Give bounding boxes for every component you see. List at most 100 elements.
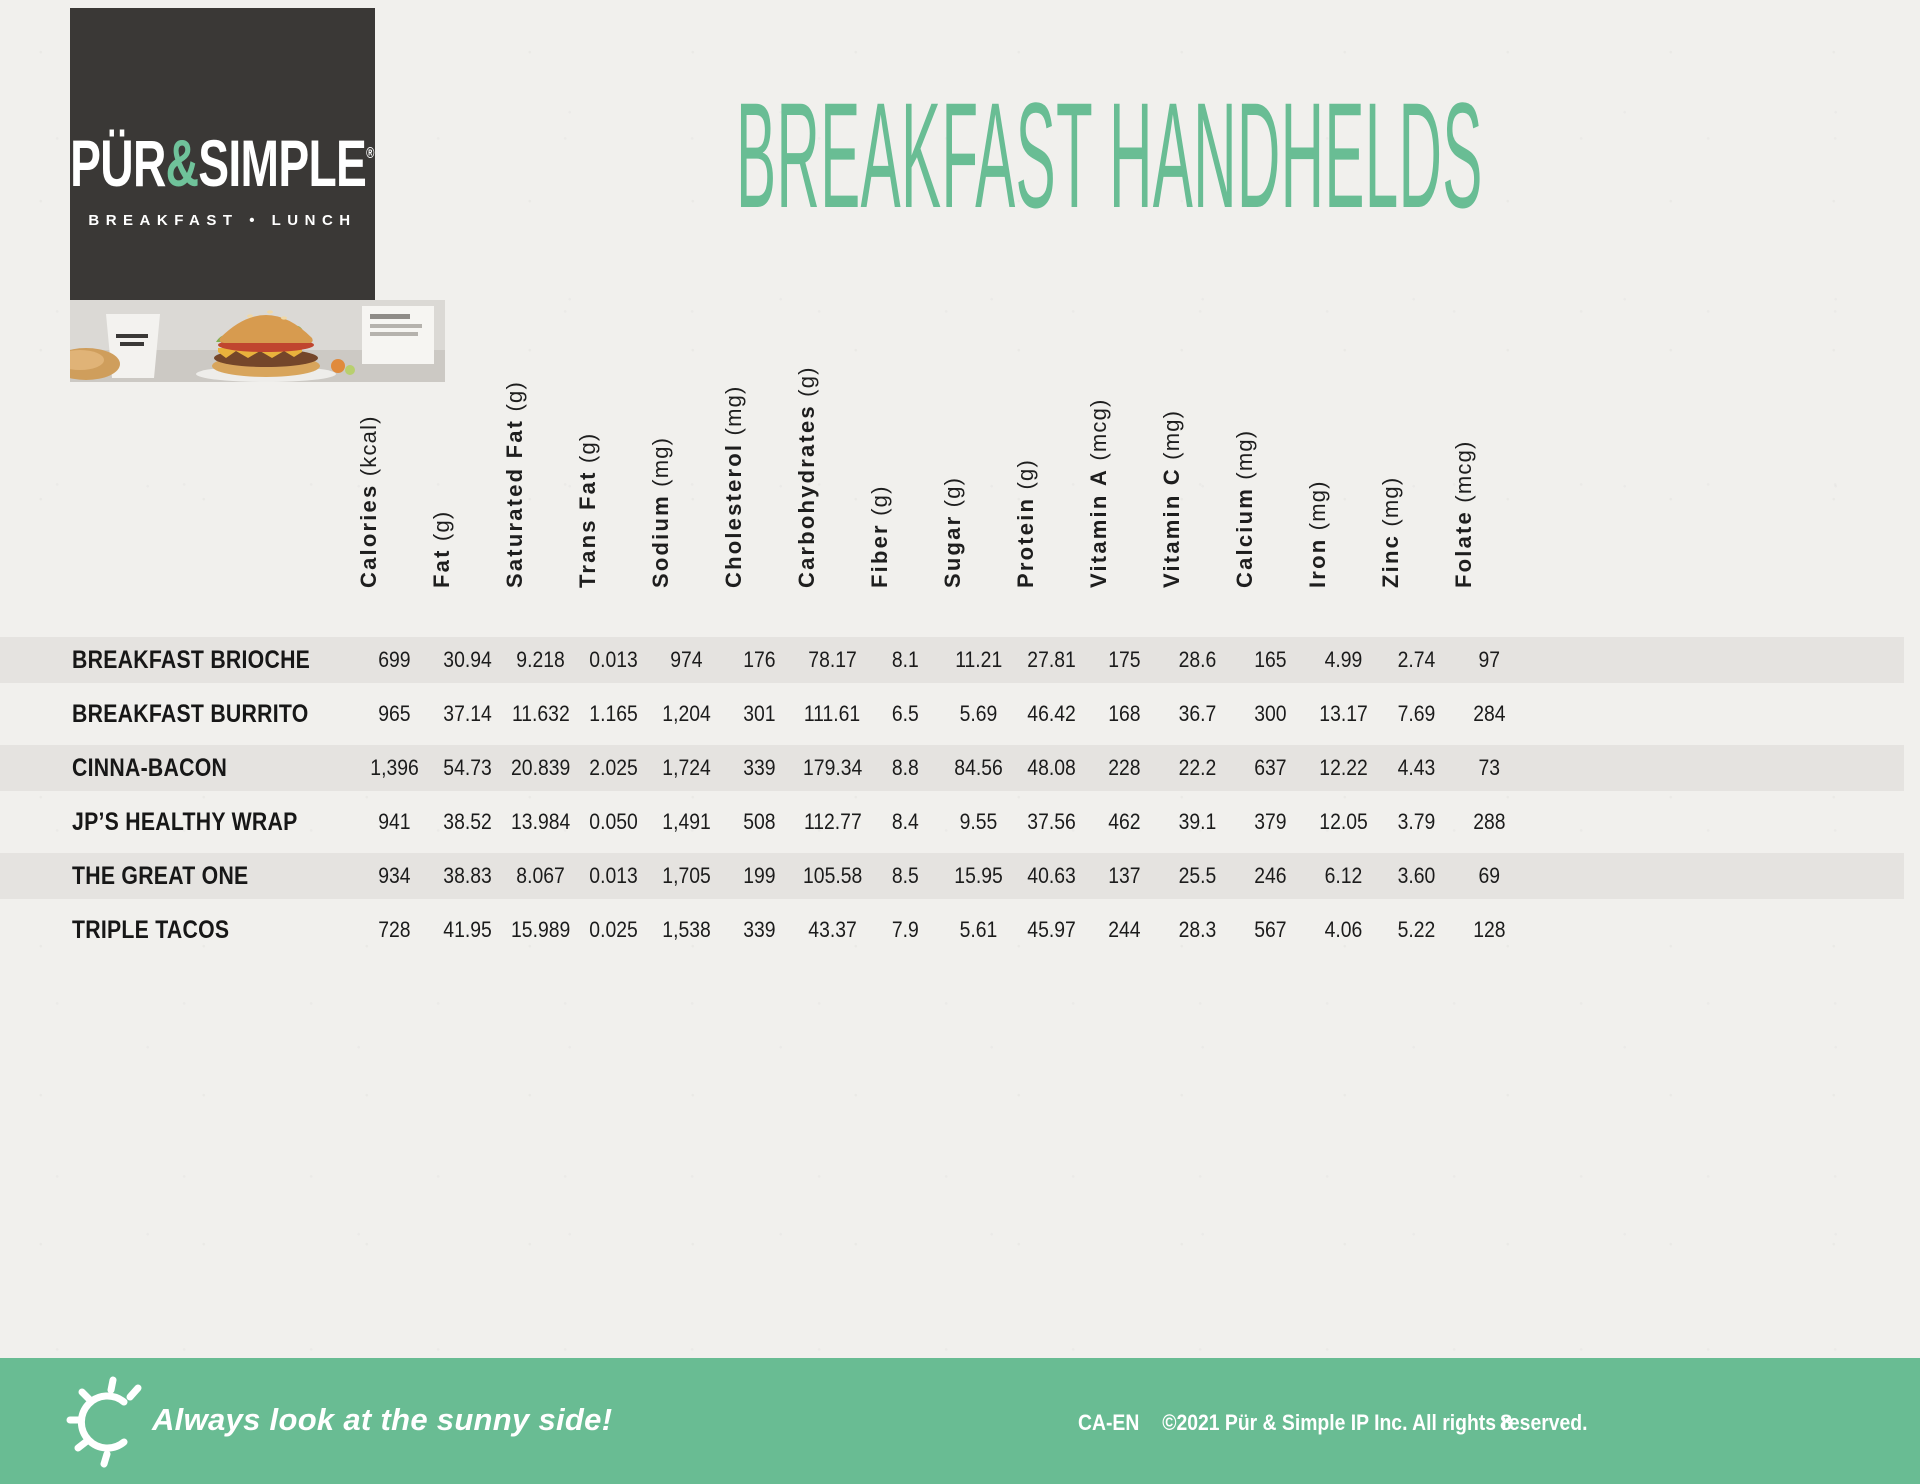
table-cell: 8.8 <box>892 755 919 780</box>
table-cell: 974 <box>670 647 703 672</box>
table-cell: 12.05 <box>1319 809 1368 834</box>
column-header-fiber: Fiber (g) <box>866 485 892 588</box>
table-cell: 97 <box>1478 647 1501 672</box>
table-cell: 84.56 <box>954 755 1003 780</box>
table-cell: 379 <box>1254 809 1287 834</box>
table-cell: 0.050 <box>589 809 638 834</box>
column-header-cholesterol: Cholesterol (mg) <box>720 385 746 588</box>
table-cell: 137 <box>1108 863 1141 888</box>
table-cell: 0.013 <box>589 647 638 672</box>
table-cell: 37.14 <box>443 701 492 726</box>
table-cell: 288 <box>1473 809 1506 834</box>
column-header-vitamin-a: Vitamin A (mcg) <box>1085 398 1111 588</box>
table-cell: 8.4 <box>892 809 919 834</box>
column-header-zinc: Zinc (mg) <box>1377 476 1403 588</box>
row-label: BREAKFAST BRIOCHE <box>72 645 311 674</box>
table-cell: 9.218 <box>516 647 565 672</box>
column-header-carbohydrates: Carbohydrates (g) <box>793 366 819 588</box>
row-label: TRIPLE TACOS <box>72 915 230 944</box>
sun-icon <box>66 1376 142 1468</box>
table-cell: 73 <box>1478 755 1501 780</box>
table-cell: 567 <box>1254 917 1287 942</box>
column-header-folate: Folate (mcg) <box>1450 440 1476 588</box>
table-cell: 41.95 <box>443 917 492 942</box>
table-cell: 339 <box>743 917 776 942</box>
table-cell: 22.2 <box>1178 755 1217 780</box>
table-cell: 1,538 <box>662 917 711 942</box>
table-row: BREAKFAST BURRITO 965 37.14 11.632 1.165 1,20… <box>0 691 1904 737</box>
column-header-trans-fat: Trans Fat (g) <box>574 432 600 588</box>
table-cell: 28.3 <box>1178 917 1217 942</box>
table-cell: 0.025 <box>589 917 638 942</box>
column-header-sugar: Sugar (g) <box>939 476 965 588</box>
table-cell: 13.17 <box>1319 701 1368 726</box>
column-header-iron: Iron (mg) <box>1304 480 1330 588</box>
brand-ampersand: & <box>165 126 199 200</box>
brand-name: PÜR&SIMPLE® <box>70 130 374 196</box>
column-header-calories: Calories (kcal) <box>355 415 381 588</box>
table-cell: 3.60 <box>1397 863 1436 888</box>
table-row: THE GREAT ONE 934 38.83 8.067 0.013 1,705 199 1… <box>0 853 1904 899</box>
row-label: CINNA-BACON <box>72 753 228 782</box>
table-cell: 6.5 <box>892 701 919 726</box>
table-cell: 228 <box>1108 755 1141 780</box>
table-cell: 5.61 <box>959 917 998 942</box>
table-cell: 40.63 <box>1027 863 1076 888</box>
table-cell: 105.58 <box>802 863 863 888</box>
table-cell: 284 <box>1473 701 1506 726</box>
table-cell: 637 <box>1254 755 1287 780</box>
table-row: BREAKFAST BRIOCHE 699 30.94 9.218 0.013 974 17… <box>0 637 1904 683</box>
table-cell: 38.83 <box>443 863 492 888</box>
table-cell: 54.73 <box>443 755 492 780</box>
column-header-calcium: Calcium (mg) <box>1231 429 1257 588</box>
table-cell: 8.067 <box>516 863 565 888</box>
table-cell: 43.37 <box>808 917 857 942</box>
table-cell: 965 <box>378 701 411 726</box>
table-cell: 112.77 <box>803 809 862 834</box>
footer-meta: CA-EN ©2021 Pür & Simple IP Inc. All rig… <box>1078 1410 1587 1436</box>
table-cell: 20.839 <box>510 755 571 780</box>
table-row: TRIPLE TACOS 728 41.95 15.989 0.025 1,538 339 4… <box>0 907 1904 953</box>
table-cell: 301 <box>743 701 776 726</box>
column-header-fat: Fat (g) <box>428 510 454 588</box>
table-cell: 13.984 <box>510 809 571 834</box>
table-cell: 15.989 <box>510 917 571 942</box>
product-photo <box>70 300 445 382</box>
table-cell: 5.22 <box>1397 917 1436 942</box>
table-cell: 6.12 <box>1324 863 1363 888</box>
table-cell: 1,705 <box>662 863 711 888</box>
brand-logo: PÜR&SIMPLE® BREAKFAST • LUNCH <box>70 8 375 300</box>
table-cell: 934 <box>378 863 411 888</box>
table-cell: 38.52 <box>443 809 492 834</box>
table-cell: 11.632 <box>511 701 570 726</box>
row-label: THE GREAT ONE <box>72 861 249 890</box>
column-header-vitamin-c: Vitamin C (mg) <box>1158 409 1184 588</box>
table-cell: 300 <box>1254 701 1287 726</box>
table-cell: 69 <box>1478 863 1501 888</box>
table-cell: 5.69 <box>959 701 998 726</box>
table-cell: 4.99 <box>1324 647 1363 672</box>
table-cell: 462 <box>1108 809 1141 834</box>
table-cell: 30.94 <box>443 647 492 672</box>
table-cell: 46.42 <box>1027 701 1076 726</box>
table-cell: 508 <box>743 809 776 834</box>
table-cell: 199 <box>743 863 776 888</box>
table-cell: 0.013 <box>589 863 638 888</box>
table-cell: 941 <box>378 809 411 834</box>
table-cell: 11.21 <box>954 647 1002 672</box>
table-cell: 3.79 <box>1397 809 1436 834</box>
table-cell: 12.22 <box>1319 755 1368 780</box>
brand-tagline: BREAKFAST • LUNCH <box>88 212 357 229</box>
table-cell: 36.7 <box>1178 701 1217 726</box>
registered-trademark: ® <box>366 145 375 162</box>
table-cell: 244 <box>1108 917 1141 942</box>
footer-bar <box>0 1358 1920 1484</box>
table-cell: 168 <box>1108 701 1141 726</box>
table-body: BREAKFAST BRIOCHE 699 30.94 9.218 0.013 974 17… <box>0 637 1904 961</box>
table-cell: 1,491 <box>662 809 711 834</box>
row-label: JP’S HEALTHY WRAP <box>72 807 298 836</box>
table-cell: 37.56 <box>1027 809 1076 834</box>
column-header-protein: Protein (g) <box>1012 459 1038 588</box>
footer-locale: CA-EN <box>1078 1410 1140 1435</box>
